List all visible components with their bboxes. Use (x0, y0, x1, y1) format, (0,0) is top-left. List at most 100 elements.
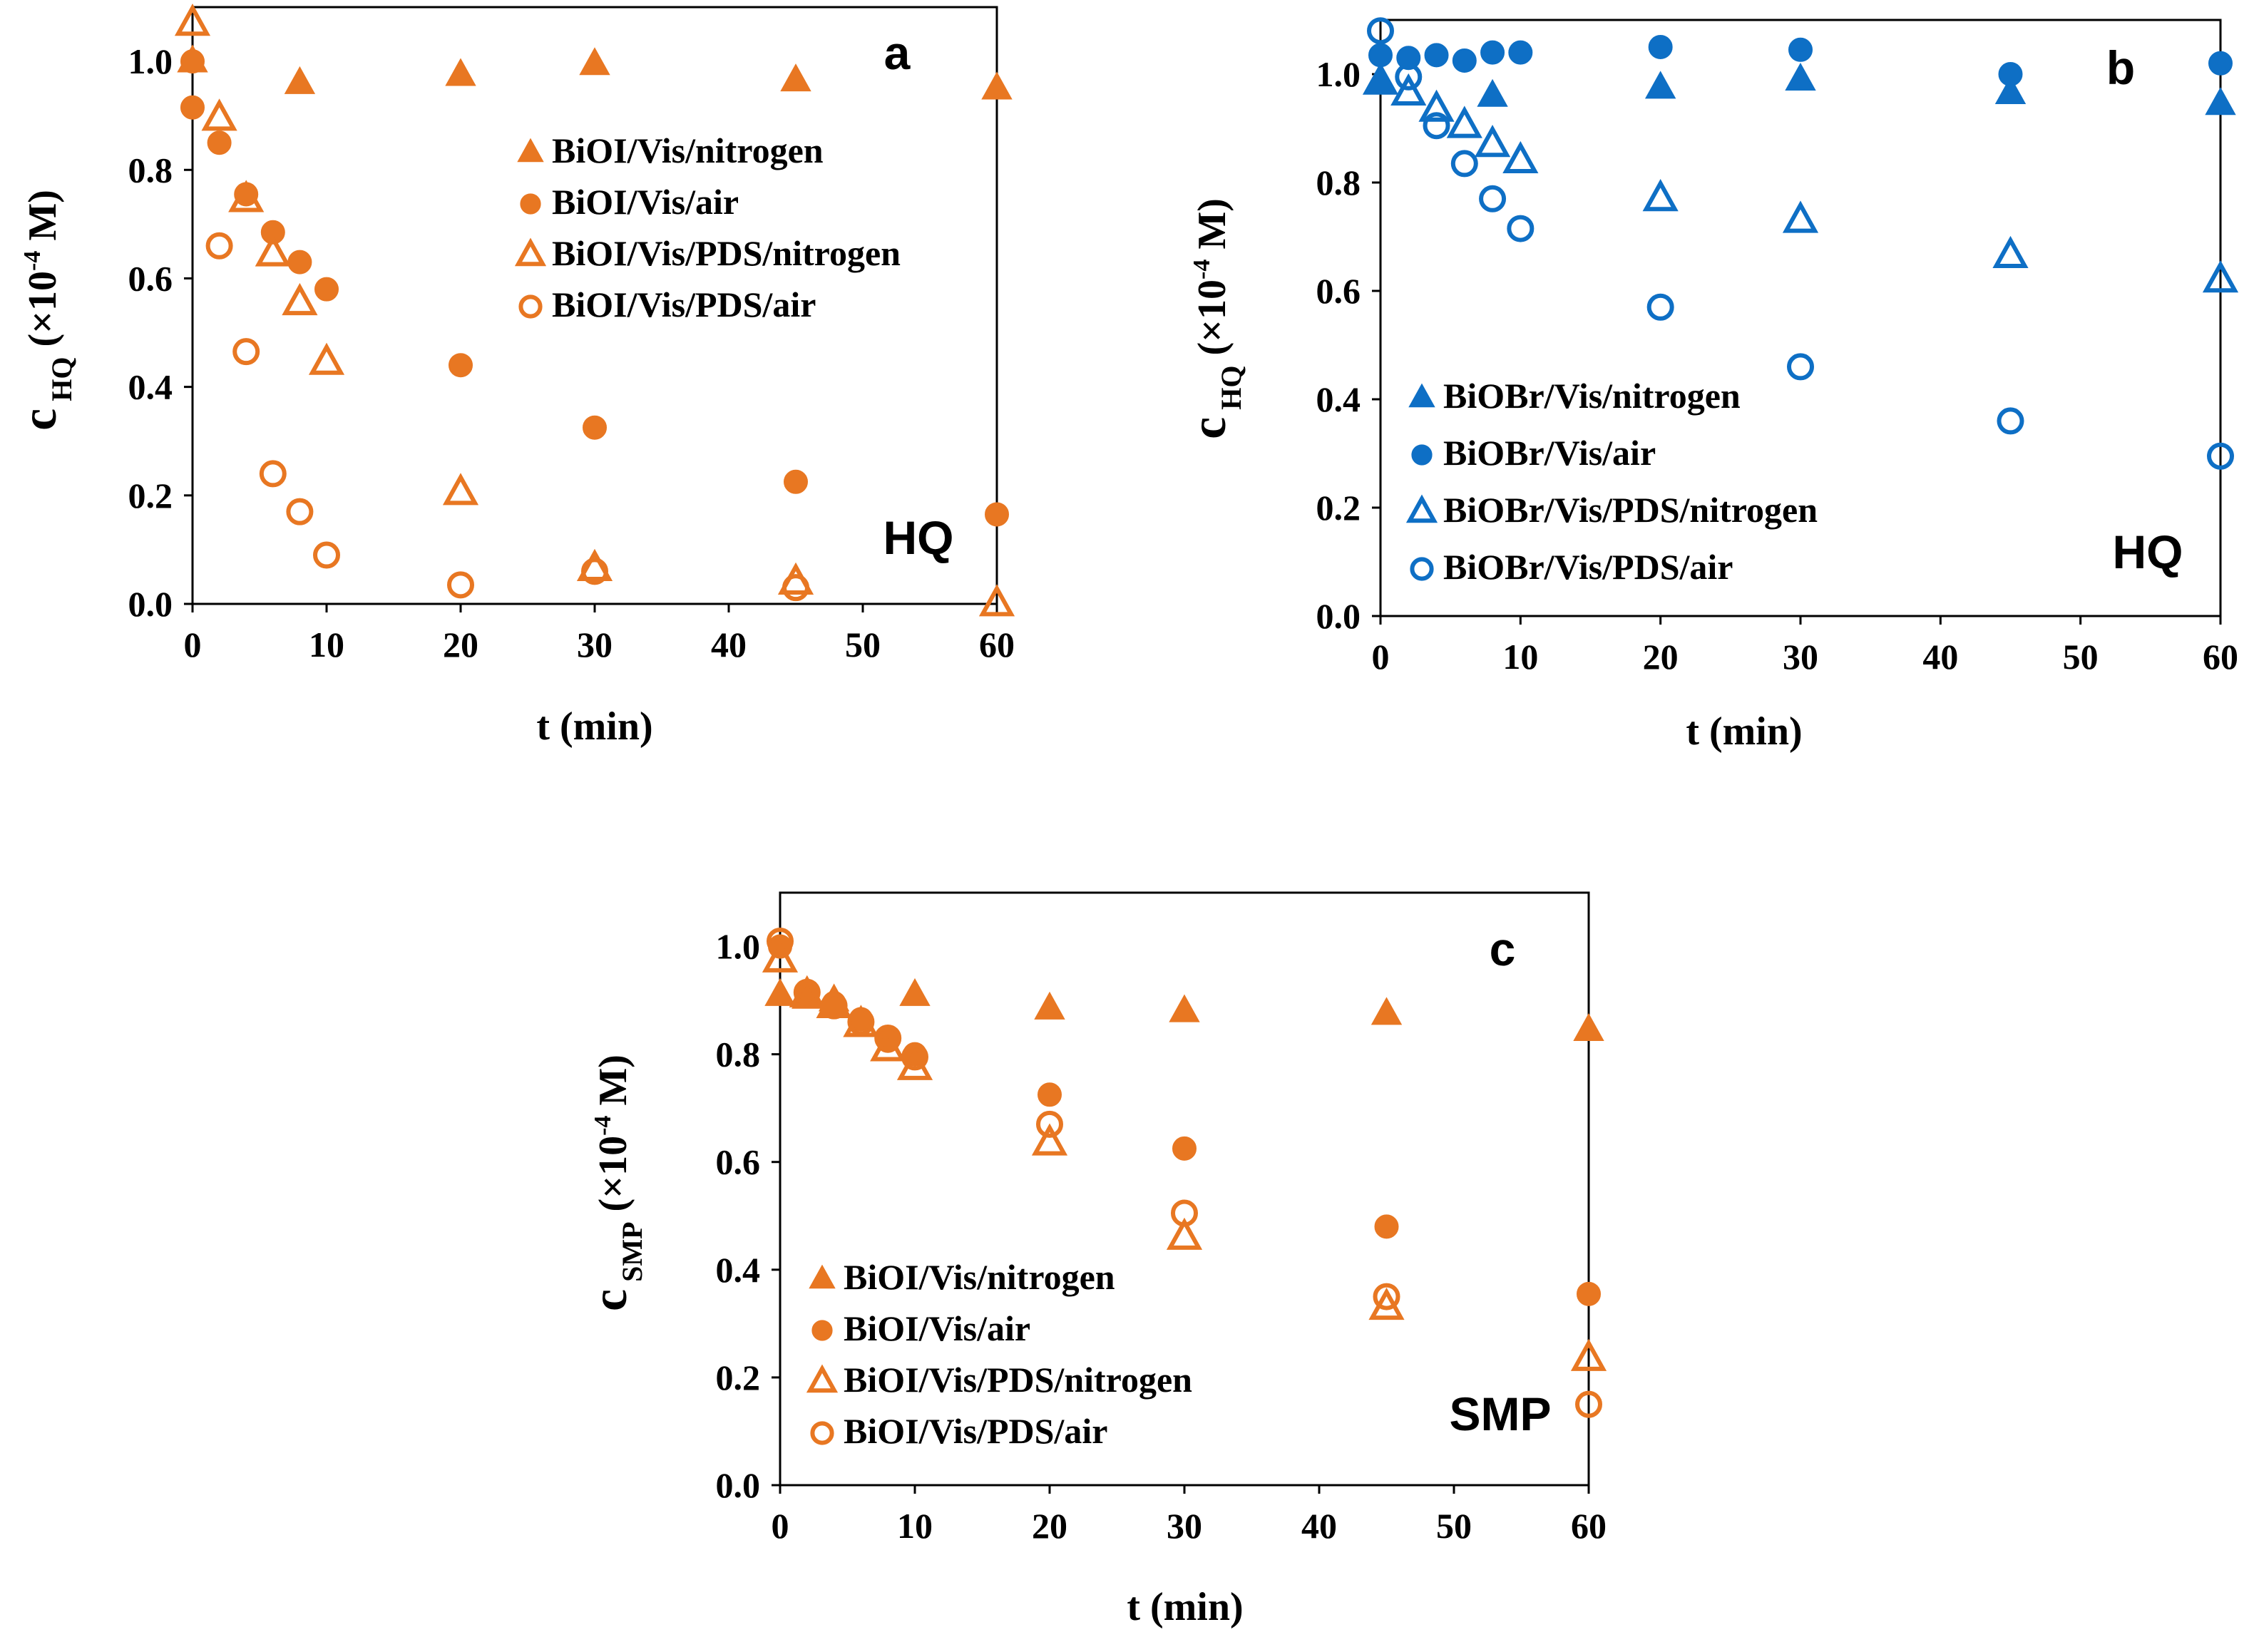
data-point (1171, 1199, 1198, 1227)
y-tick-label: 1.0 (716, 927, 761, 967)
data-point (583, 415, 607, 440)
y-tick-label: 1.0 (128, 41, 173, 81)
data-point (2205, 87, 2236, 116)
data-point (308, 342, 345, 375)
x-tick-label: 60 (979, 625, 1015, 665)
data-point (780, 63, 811, 92)
y-tick-label: 0.8 (1316, 163, 1361, 202)
legend-marker (811, 1320, 833, 1341)
data-point (1166, 1217, 1203, 1250)
data-point (1452, 48, 1477, 73)
legend-marker (1405, 494, 1438, 523)
data-point (1782, 200, 1819, 233)
data-point (228, 180, 265, 212)
chart-panel-a: 0 10 20 30 40 50 60 0.0 0.2 0.4 0.6 0.8 1.0 t (min) c … (12, 4, 1015, 749)
y-tick-label: 0.8 (128, 150, 173, 190)
data-point (1787, 353, 1814, 381)
legend-label: BiOI/Vis/PDS/air (844, 1411, 1107, 1451)
data-point (1373, 1283, 1400, 1310)
x-tick-label: 0 (184, 625, 202, 665)
data-point (847, 1008, 875, 1036)
x-tick-label: 30 (1783, 637, 1818, 677)
legend-marker (1410, 557, 1434, 581)
y-tick-label: 0.6 (1316, 271, 1361, 311)
data-point (286, 498, 314, 525)
legend-marker (520, 193, 541, 215)
x-tick-label: 20 (1032, 1506, 1067, 1546)
compound-label: HQ (2113, 525, 2183, 578)
y-tick-label: 0.6 (716, 1142, 761, 1182)
x-tick-label: 40 (1301, 1506, 1337, 1546)
series-bioi-vis-pds-air (205, 232, 809, 602)
x-tick-label: 30 (1167, 1506, 1202, 1546)
data-point (820, 992, 848, 1020)
y-tick-label: 0.4 (716, 1250, 761, 1290)
data-point (1479, 185, 1507, 212)
panel-letter: c (1490, 923, 1516, 975)
x-axis-title: t (min) (1686, 709, 1802, 754)
data-point (174, 4, 211, 36)
data-point (1036, 1110, 1063, 1138)
data-point (1575, 1390, 1602, 1418)
data-point (1994, 76, 2027, 104)
x-tick-label: 50 (2063, 637, 2099, 677)
data-point (784, 469, 808, 494)
series-biobr-vis-pds-air (1367, 17, 2234, 470)
legend-marker (806, 1364, 839, 1393)
data-point (1997, 407, 2024, 435)
data-point (762, 940, 799, 973)
data-point (2202, 260, 2239, 293)
data-point (2207, 442, 2234, 470)
data-point (581, 558, 608, 585)
y-tick-label: 0.0 (716, 1465, 761, 1505)
data-point (793, 978, 821, 1006)
data-point (1992, 235, 2029, 268)
compound-label: SMP (1449, 1387, 1551, 1440)
legend: BiOI/Vis/nitrogen BiOI/Vis/air BiOI/Vis/PD… (806, 1257, 1192, 1451)
data-point (445, 58, 476, 86)
data-point (447, 571, 474, 599)
legend-marker (1408, 383, 1435, 408)
data-point (1367, 17, 1394, 45)
data-point (1646, 293, 1674, 321)
data-point (1423, 112, 1450, 140)
data-point (1169, 994, 1200, 1022)
x-tick-label: 0 (1372, 637, 1390, 677)
data-point (1644, 71, 1676, 99)
data-point (449, 353, 473, 378)
legend-label: BiOI/Vis/PDS/nitrogen (552, 233, 901, 273)
data-point (1390, 73, 1427, 106)
data-point (1573, 1012, 1604, 1042)
x-tick-label: 10 (1502, 637, 1538, 677)
data-point (1998, 62, 2023, 86)
x-tick-label: 10 (309, 625, 344, 665)
data-point (1480, 40, 1505, 65)
legend-marker (517, 138, 544, 163)
data-point (282, 282, 318, 316)
legend-marker (810, 1421, 834, 1445)
x-tick-label: 60 (2203, 637, 2238, 677)
data-point (764, 978, 796, 1006)
x-tick-label: 20 (1643, 637, 1679, 677)
data-point (255, 234, 291, 267)
series-biobr-vis-air (1368, 35, 2233, 86)
x-tick-label: 30 (577, 625, 613, 665)
legend-marker (518, 294, 543, 319)
y-axis-title: c HQ (×10-4 M) (12, 190, 78, 431)
x-axis-title: t (min) (1127, 1585, 1243, 1629)
data-point (981, 71, 1013, 100)
data-point (201, 98, 237, 131)
data-point (1031, 1123, 1068, 1156)
data-point (180, 95, 205, 120)
y-tick-label: 0.2 (716, 1358, 761, 1397)
data-point (180, 49, 205, 74)
panel-letter: b (2106, 41, 2135, 94)
data-point (1371, 997, 1403, 1025)
legend: BiOI/Vis/nitrogen BiOI/Vis/air BiOI/Vis/PD… (514, 130, 901, 324)
legend-label: BiOI/Vis/nitrogen (844, 1257, 1115, 1297)
data-point (899, 978, 931, 1006)
data-point (1450, 150, 1478, 178)
x-tick-label: 40 (1922, 637, 1958, 677)
legend-label: BiOI/Vis/PDS/air (552, 284, 816, 324)
data-point (1648, 35, 1673, 59)
